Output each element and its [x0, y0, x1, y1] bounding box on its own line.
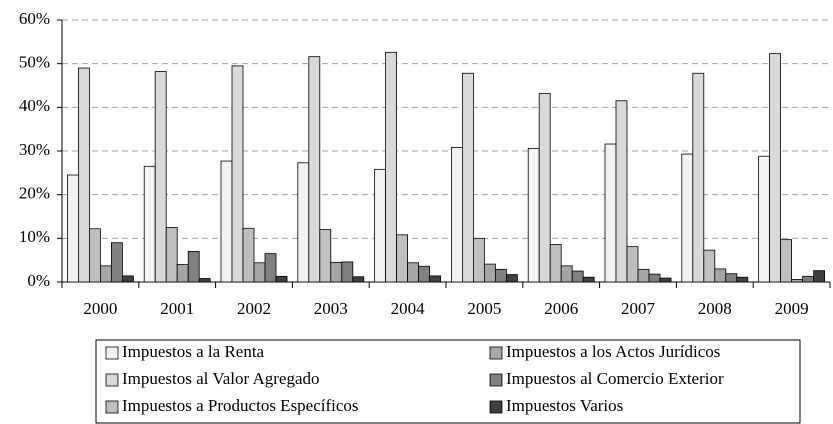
- bar: [758, 155, 770, 283]
- bar: [352, 276, 365, 283]
- bar: [385, 51, 398, 283]
- bar: [527, 147, 540, 283]
- bar: [341, 261, 354, 283]
- bar: [67, 174, 79, 283]
- bar: [143, 165, 156, 283]
- x-tick-label: 2003: [314, 299, 348, 318]
- bar: [297, 162, 310, 283]
- y-tick-label: 60%: [19, 9, 50, 28]
- y-tick-label: 50%: [19, 53, 50, 72]
- bar: [725, 273, 738, 283]
- bar: [89, 228, 101, 283]
- bar: [242, 227, 255, 283]
- y-tick-label: 10%: [19, 227, 50, 246]
- x-tick-label: 2008: [698, 299, 732, 318]
- bar: [100, 265, 112, 283]
- bar: [330, 261, 343, 283]
- legend-swatch: [105, 373, 119, 387]
- bar: [615, 100, 628, 283]
- legend-label: Impuestos al Valor Agregado: [122, 369, 320, 388]
- bar: [659, 277, 672, 283]
- bar: [483, 263, 496, 283]
- bar: [648, 273, 661, 283]
- bar: [560, 265, 573, 283]
- bar: [703, 249, 716, 283]
- bar: [198, 278, 211, 283]
- y-tick-label: 30%: [19, 140, 50, 159]
- bar: [692, 72, 705, 283]
- legend-swatch: [105, 400, 119, 414]
- bar: [429, 275, 442, 283]
- bar: [626, 246, 639, 283]
- x-tick-label: 2002: [237, 299, 271, 318]
- legend-label: Impuestos a Productos Específicos: [122, 396, 359, 415]
- bar: [681, 153, 694, 283]
- bar: [374, 168, 387, 283]
- x-tick-label: 2004: [391, 299, 426, 318]
- bar: [472, 237, 485, 283]
- bar: [319, 229, 332, 283]
- bar: [637, 268, 650, 283]
- bar: [396, 234, 409, 283]
- legend-label: Impuestos al Comercio Exterior: [506, 369, 724, 388]
- bar: [165, 227, 178, 283]
- bar: [769, 53, 781, 283]
- x-tick-label: 2007: [621, 299, 656, 318]
- x-tick-label: 2009: [775, 299, 809, 318]
- bar: [505, 274, 518, 283]
- bar: [407, 262, 420, 283]
- legend-swatch: [105, 346, 119, 360]
- bar: [78, 67, 90, 283]
- bar: [253, 262, 266, 283]
- y-tick-label: 0%: [27, 271, 50, 290]
- bar: [813, 270, 825, 283]
- bar: [308, 56, 321, 283]
- legend-label: Impuestos a la Renta: [122, 342, 265, 361]
- bar: [791, 278, 803, 283]
- bar: [780, 239, 792, 283]
- bar: [549, 244, 562, 283]
- x-tick-label: 2000: [83, 299, 117, 318]
- bar: [275, 275, 288, 283]
- bar: [571, 270, 584, 283]
- bar: [736, 276, 749, 283]
- bar: [111, 242, 123, 283]
- bar: [176, 264, 189, 283]
- bar: [187, 251, 200, 283]
- bar: [802, 275, 814, 283]
- bar: [220, 160, 233, 283]
- bar: [122, 275, 134, 283]
- legend-swatch: [489, 400, 503, 414]
- x-tick-label: 2006: [544, 299, 578, 318]
- bar: [450, 147, 463, 283]
- bar: [494, 268, 507, 283]
- bar: [154, 71, 167, 283]
- x-tick-label: 2001: [160, 299, 194, 318]
- legend-label: Impuestos Varios: [506, 396, 623, 415]
- x-tick-label: 2005: [467, 299, 501, 318]
- bar: [604, 143, 617, 283]
- y-tick-label: 20%: [19, 184, 50, 203]
- bar: [582, 276, 595, 283]
- bar: [231, 65, 244, 283]
- bar: [714, 268, 727, 283]
- bar: [264, 253, 277, 283]
- y-tick-label: 40%: [19, 96, 50, 115]
- legend-swatch: [489, 346, 503, 360]
- legend-box: [95, 339, 801, 424]
- legend-swatch: [489, 373, 503, 387]
- bar: [418, 265, 431, 283]
- bar: [538, 92, 551, 283]
- bar: [461, 72, 474, 283]
- legend-label: Impuestos a los Actos Jurídicos: [506, 342, 720, 361]
